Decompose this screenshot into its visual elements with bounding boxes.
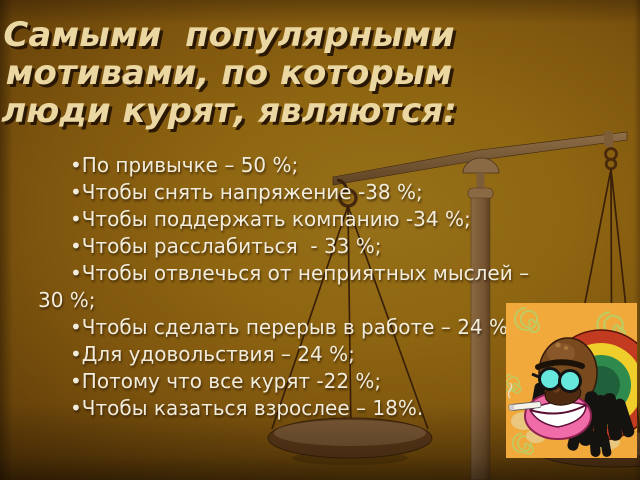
sunglasses	[531, 367, 582, 393]
bullet-item: •Чтобы казаться взрослее – 18%.	[70, 396, 424, 420]
bullet-item: •Чтобы сделать перерыв в работе – 24 %;	[70, 315, 515, 339]
bullet-item: •Чтобы поддержать компанию -34 %;	[70, 207, 471, 231]
scale-pillar	[467, 173, 494, 480]
mouth-lips	[524, 392, 592, 440]
bullet-list: •По привычке – 50 %; •Чтобы снять напряже…	[0, 152, 538, 422]
scale-left-pan	[267, 417, 433, 465]
slide-title: Самыми популярными мотивами, по которым …	[1, 15, 467, 131]
scale-left-chains	[271, 178, 429, 435]
rasta-smoker-cartoon-image	[506, 303, 637, 458]
cigarette	[508, 401, 542, 411]
scale-fulcrum-dome	[462, 157, 500, 174]
bullet-item: •По привычке – 50 %;	[70, 153, 299, 177]
bullet-item: •Чтобы отвлечься от неприятных мыслей – …	[38, 261, 536, 312]
scale-beam	[332, 131, 628, 186]
bullet-item: •Для удовольствия – 24 %;	[70, 342, 355, 366]
eyebrow	[535, 359, 585, 370]
smoke-wisp	[507, 382, 513, 399]
bullet-item: •Потому что все курят -22 %;	[70, 369, 382, 393]
bullet-item: •Чтобы снять напряжение -38 %;	[70, 180, 423, 204]
bullet-item: •Чтобы расслабиться - 33 %;	[70, 234, 382, 258]
